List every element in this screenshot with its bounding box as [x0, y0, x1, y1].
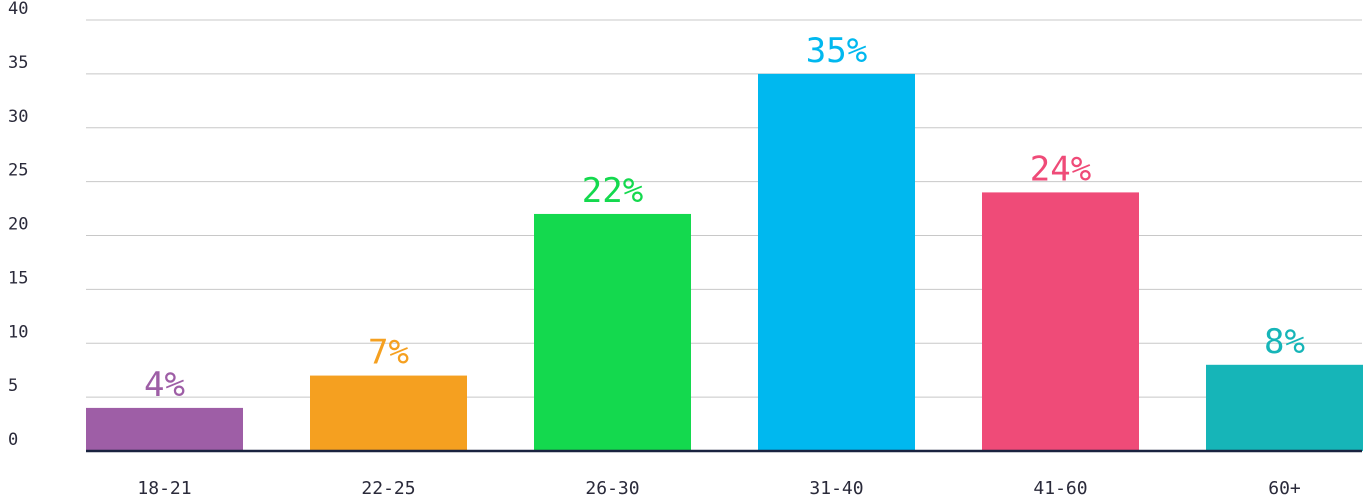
x-tick-label: 41-60 — [1033, 478, 1087, 499]
y-tick-label: 10 — [8, 322, 28, 342]
x-tick-label: 22-25 — [361, 478, 415, 499]
bar-value-label: 7% — [368, 333, 409, 373]
y-tick-label: 35 — [8, 53, 28, 73]
bar — [758, 73, 915, 451]
y-tick-label: 20 — [8, 215, 28, 235]
y-tick-label: 5 — [8, 376, 18, 396]
bar-value-labels: 4% 7% 22% 35% 24% 8% — [144, 31, 1305, 405]
bar — [86, 407, 243, 451]
y-tick-label: 15 — [8, 268, 28, 288]
bar-value-label: 24% — [1030, 149, 1091, 189]
x-tick-label: 18-21 — [137, 478, 191, 499]
y-tick-label: 0 — [8, 430, 18, 450]
bar-value-label: 8% — [1264, 322, 1305, 362]
x-tick-label: 60+ — [1268, 478, 1301, 499]
bar — [1206, 364, 1363, 451]
x-tick-label: 31-40 — [809, 478, 863, 499]
bar — [534, 213, 691, 451]
bar-value-label: 4% — [144, 365, 185, 405]
bar-value-label: 35% — [806, 31, 867, 71]
bars — [86, 73, 1363, 451]
bar — [982, 192, 1139, 451]
y-tick-label: 30 — [8, 107, 28, 127]
y-tick-label: 25 — [8, 161, 28, 181]
bar-value-label: 22% — [582, 171, 643, 211]
bar — [310, 375, 467, 451]
x-tick-label: 26-30 — [585, 478, 639, 499]
gridlines — [86, 19, 1362, 398]
x-axis-tick-labels: 18-21 22-25 26-30 31-40 41-60 60+ — [137, 478, 1301, 499]
y-tick-label: 40 — [8, 0, 28, 19]
y-axis-tick-labels: 0 5 10 15 20 25 30 35 40 — [8, 0, 28, 450]
